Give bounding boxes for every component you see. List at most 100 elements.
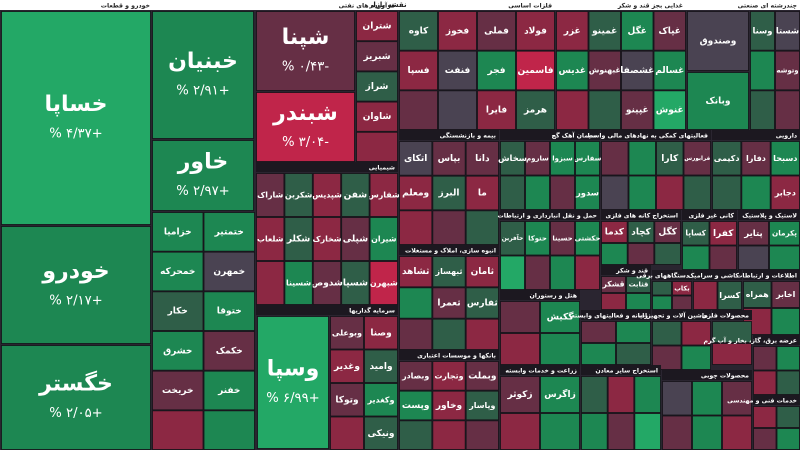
tile <box>284 217 313 261</box>
tile <box>330 383 364 417</box>
tile <box>681 321 711 346</box>
sector-header: استخراج کانه های فلزی <box>606 213 678 220</box>
tile <box>687 72 749 130</box>
tile <box>662 381 692 416</box>
tile <box>256 173 285 217</box>
tile-label: غمینو <box>591 26 617 36</box>
sector-header: فلزات اساسی <box>508 3 552 10</box>
tile-label: غنوش <box>656 106 684 116</box>
tile <box>152 410 204 450</box>
sector-header-bg <box>399 350 499 360</box>
sector-header: چندرشته ای صنعتی <box>738 3 797 10</box>
tile-label: اتکای <box>404 154 427 164</box>
tile-label: خریخت <box>162 386 193 396</box>
tile <box>432 361 466 391</box>
sector-header-bg <box>256 305 398 315</box>
tile <box>717 281 742 310</box>
tile <box>465 361 499 391</box>
tile-label: هرمز <box>523 106 547 116</box>
tile <box>399 11 438 51</box>
tile <box>775 11 800 51</box>
tile-label: ساروم <box>526 154 549 162</box>
tile <box>750 90 775 130</box>
tile-label: شراز <box>365 82 389 92</box>
tile-label: شسینا <box>286 279 311 288</box>
tile-label: خبنیان <box>168 49 238 74</box>
sector-header: بیمه و بازنشستگی <box>440 132 496 140</box>
tile-label: وغدیر <box>333 362 360 372</box>
tile <box>1 11 151 225</box>
tile-label: شیران <box>371 235 397 244</box>
tile <box>653 11 686 51</box>
tile <box>203 331 255 371</box>
tile <box>432 141 466 176</box>
tile-label: غبهنوش <box>589 66 621 75</box>
tile-label: غدیس <box>559 66 586 76</box>
tile <box>556 11 589 51</box>
tile <box>601 276 626 293</box>
tile <box>477 11 516 51</box>
tile <box>500 413 540 450</box>
tile <box>432 175 466 211</box>
tile <box>465 210 499 245</box>
tile <box>257 316 329 449</box>
tile <box>743 281 772 308</box>
tile <box>654 243 681 265</box>
tile-change: % ۲/۱۷+ <box>49 293 102 308</box>
tile <box>776 370 800 395</box>
tile <box>364 349 398 383</box>
tile-label: حکشتی <box>575 234 601 242</box>
tile-label: کسرا <box>719 290 740 301</box>
tile <box>662 415 692 450</box>
tile <box>683 175 711 210</box>
sector-header: غذایی بجز قند و شکر <box>617 3 683 10</box>
tile <box>356 101 398 132</box>
tile <box>628 141 656 176</box>
tile <box>588 50 621 91</box>
sector-header: کاشی و سرامیک <box>688 273 740 280</box>
tile <box>364 316 398 350</box>
tile-label: کاوه <box>409 26 429 36</box>
tile <box>652 295 672 310</box>
tile <box>556 90 589 130</box>
sector-header-bg <box>500 210 600 220</box>
tile <box>312 261 342 305</box>
sector-header: عرضه برق، گاز، بخار و آب گرم <box>704 336 797 345</box>
sector-header: قند و شکر <box>615 268 648 275</box>
tile <box>712 343 752 365</box>
tile <box>356 11 398 42</box>
tile <box>369 173 398 217</box>
sector-header: دارویی <box>776 133 797 140</box>
tile-label: شاوان <box>363 112 392 122</box>
tile <box>672 295 692 310</box>
tile-label: غپاک <box>659 26 681 36</box>
sector-header: رایانه و فعالیتهای وابسته <box>571 313 648 320</box>
sector-header-bg <box>581 365 661 375</box>
tile <box>399 256 433 288</box>
tile <box>369 261 398 305</box>
tile-label: قثابت <box>629 281 649 289</box>
tile <box>621 11 654 51</box>
tile-label: سدور <box>575 187 599 198</box>
tile <box>364 383 398 417</box>
tile <box>575 255 600 290</box>
tile <box>712 141 742 176</box>
sector-header: استخراج سایر معادن <box>595 368 658 375</box>
tile-label: ثبهساز <box>435 267 463 276</box>
tile <box>693 281 718 310</box>
tile-label: خاور <box>177 149 228 174</box>
tile <box>369 217 398 261</box>
tile-change: % ۲/۰۵+ <box>49 406 102 421</box>
tile <box>438 50 477 91</box>
sector-header-bg <box>500 290 580 300</box>
tile-label: ومعلم <box>402 189 429 199</box>
tile-label: وتوکا <box>335 395 358 405</box>
tile-label: ونیکی <box>368 429 395 439</box>
sector-header: خدمات فنی و مهندسی <box>727 398 797 405</box>
tile <box>432 390 466 421</box>
tile <box>330 316 364 350</box>
tile <box>516 90 555 130</box>
tile <box>652 321 682 346</box>
tile <box>432 318 466 350</box>
sector-header: بانکها و موسسات اعتباری <box>417 353 496 360</box>
